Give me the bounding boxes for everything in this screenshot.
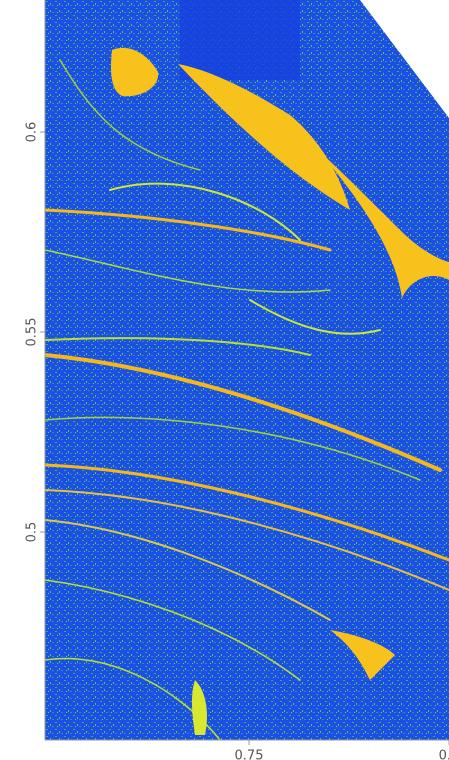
- y-tick-label: 0.5: [25, 522, 40, 543]
- x-tick-label: 0.75: [235, 749, 264, 760]
- y-tick-label: 0.6: [25, 122, 40, 143]
- x-tick-label: 0.8: [439, 749, 449, 760]
- y-tick-label: 0.55: [25, 318, 40, 347]
- plot-image: [45, 0, 449, 740]
